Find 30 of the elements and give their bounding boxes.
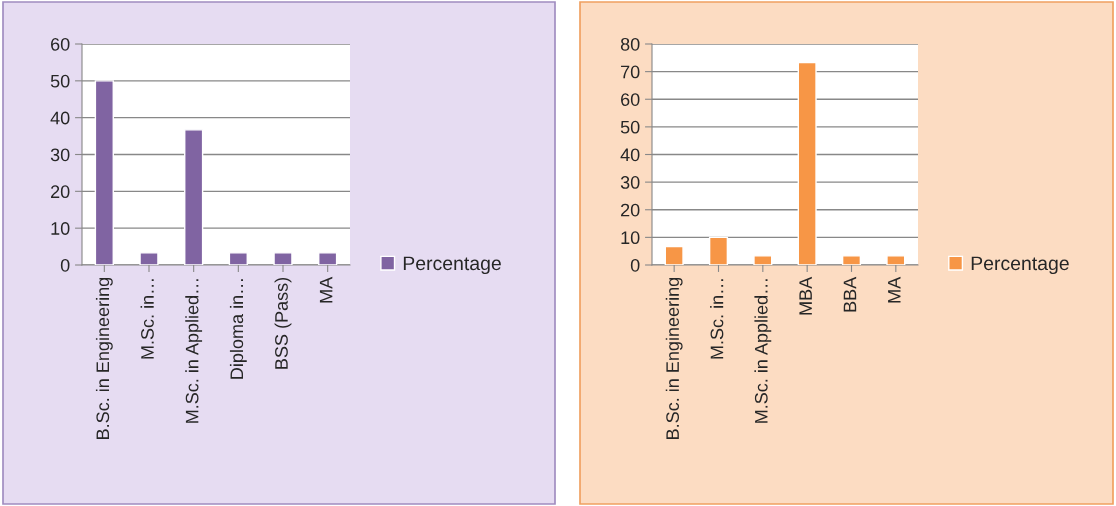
x-tick-label: BSS (Pass) (274, 277, 292, 369)
y-tick-label: 0 (60, 258, 70, 272)
y-tick-label: 80 (620, 37, 640, 51)
x-tick-label: M.Sc. in… (140, 279, 154, 359)
y-tick-label: 10 (51, 222, 70, 235)
x-tick-label: M.Sc. in… (710, 279, 724, 359)
x-tick-label: MBA (799, 276, 812, 315)
y-tick-label: 50 (50, 74, 70, 88)
legend-label: Percentage (403, 256, 501, 275)
y-tick-label: 60 (51, 37, 70, 51)
y-tick-label: 50 (620, 120, 640, 134)
y-tick-label: 0 (630, 258, 640, 272)
y-tick-label: 40 (620, 148, 640, 162)
x-tick-label: Diploma in… (229, 279, 247, 379)
y-tick-label: 30 (50, 148, 70, 162)
x-tick-label: B.Sc. in Engineering (665, 277, 683, 439)
x-tick-label: BBA (843, 276, 857, 312)
y-tick-label: 60 (621, 93, 640, 106)
x-tick-label: M.Sc. in Applied… (754, 279, 772, 423)
y-tick-label: 70 (621, 65, 640, 79)
y-tick-label: 10 (621, 231, 640, 245)
y-tick-label: 40 (50, 111, 70, 125)
legend-label: Percentage (971, 256, 1069, 275)
y-tick-label: 30 (620, 176, 640, 189)
x-tick-label: M.Sc. in Applied… (185, 279, 203, 423)
y-tick-label: 20 (621, 203, 640, 217)
x-tick-label: B.Sc. in Engineering (95, 277, 113, 439)
x-tick-label: MA (319, 276, 333, 303)
x-tick-label: MA (888, 276, 901, 303)
y-tick-label: 20 (51, 185, 70, 199)
